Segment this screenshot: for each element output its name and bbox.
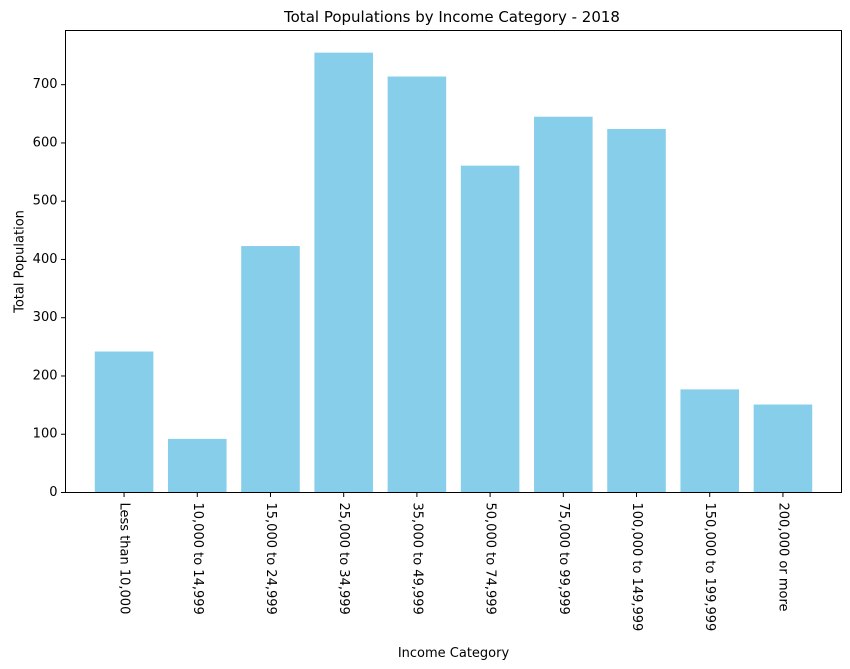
y-tick-label: 600 (33, 135, 58, 150)
x-tick-label: 200,000 or more (775, 503, 790, 612)
plot-frame (65, 30, 842, 493)
bars-group (94, 52, 813, 493)
y-tick-label: 200 (33, 368, 58, 383)
x-tick-label: 150,000 to 199,999 (702, 503, 717, 632)
y-tick-label: 700 (33, 77, 58, 92)
x-tick-label: 25,000 to 34,999 (336, 503, 351, 615)
y-tick-label: 100 (33, 427, 58, 442)
bar-3 (314, 52, 373, 493)
y-tick-label: 400 (33, 252, 58, 267)
y-tick-label: 300 (33, 310, 58, 325)
y-axis-title: Total Population (13, 210, 28, 314)
x-tick-label: 50,000 to 74,999 (483, 503, 498, 615)
bar-1 (167, 438, 227, 493)
y-axis: 0 100 200 300 400 500 600 700 (33, 77, 66, 500)
bar-8 (680, 389, 740, 493)
x-tick-label: 100,000 to 149,999 (629, 503, 644, 632)
bar-5 (460, 165, 520, 493)
bar-0 (94, 351, 154, 493)
x-tick-label: 35,000 to 49,999 (409, 503, 424, 615)
y-tick-label: 500 (33, 194, 58, 209)
bar-4 (387, 76, 447, 493)
bar-6 (534, 116, 593, 493)
x-tick-label: 75,000 to 99,999 (556, 503, 571, 615)
bar-2 (241, 246, 300, 493)
chart-title: Total Populations by Income Category - 2… (283, 8, 620, 26)
x-axis-title: Income Category (398, 646, 510, 661)
bar-9 (753, 404, 813, 493)
bar-7 (607, 128, 666, 493)
x-tick-label: Less than 10,000 (117, 503, 132, 615)
x-axis: Less than 10,000 10,000 to 14,999 15,000 t… (117, 492, 790, 632)
x-tick-label: 15,000 to 24,999 (263, 503, 278, 615)
y-tick-label: 0 (49, 485, 57, 500)
x-tick-label: 10,000 to 14,999 (190, 503, 205, 615)
